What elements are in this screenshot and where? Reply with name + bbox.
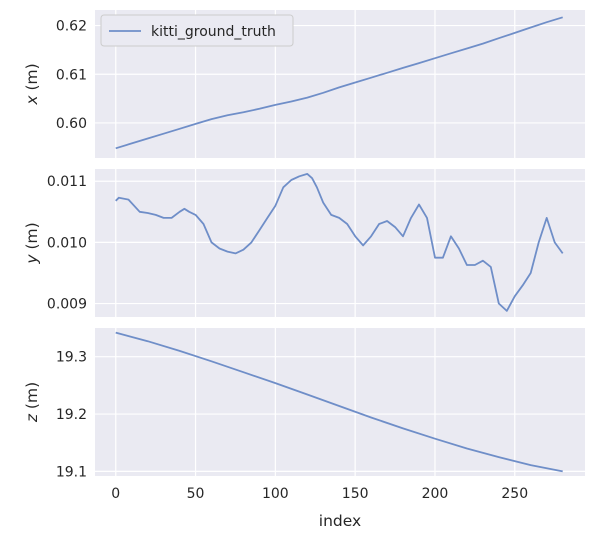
y-tick-label: 19.3 — [56, 350, 87, 366]
legend-box — [100, 14, 294, 47]
y-axis-label-unit: (m) — [23, 63, 41, 95]
x-tick-label: 200 — [422, 486, 449, 502]
panel-background — [95, 328, 585, 476]
y-tick-label: 0.009 — [47, 297, 87, 313]
x-tick-label: 250 — [501, 486, 528, 502]
series-line-x — [115, 16, 563, 150]
y-tick-label: 0.010 — [47, 235, 87, 251]
y-tick-label: 0.011 — [47, 174, 87, 190]
y-axis-label-unit: (m) — [23, 222, 41, 254]
y-axis-label-z: z (m) — [23, 382, 41, 423]
x-tick-label: 150 — [342, 486, 369, 502]
y-axis-label-variable: y — [23, 254, 41, 265]
y-axis-label-variable: x — [23, 95, 41, 106]
panel-y: 0.009 0.010 0.011 y (m) — [23, 169, 585, 317]
y-tick-label: 0.60 — [56, 116, 87, 132]
panel-background — [95, 169, 585, 317]
x-tick-label: 100 — [262, 486, 289, 502]
y-tick-label: 0.61 — [56, 67, 87, 83]
x-axis-label: index — [319, 512, 361, 530]
x-tick-label: 50 — [187, 486, 205, 502]
legend: kitti_ground_truth — [100, 14, 294, 47]
y-tick-label: 19.2 — [56, 407, 87, 423]
series-line-z — [115, 331, 563, 473]
y-axis-label-variable: z — [23, 413, 41, 423]
series-line-y — [115, 172, 564, 312]
y-axis-label-x: x (m) — [23, 63, 41, 105]
panel-z: 19.1 19.2 19.3 z (m) — [23, 328, 585, 480]
y-axis-label-unit: (m) — [23, 382, 41, 414]
y-tick-label: 19.1 — [56, 464, 87, 480]
x-tick-label: 0 — [111, 486, 120, 502]
legend-label: kitti_ground_truth — [151, 24, 276, 40]
y-tick-label: 0.62 — [56, 19, 87, 35]
y-axis-label-y: y (m) — [23, 222, 41, 264]
